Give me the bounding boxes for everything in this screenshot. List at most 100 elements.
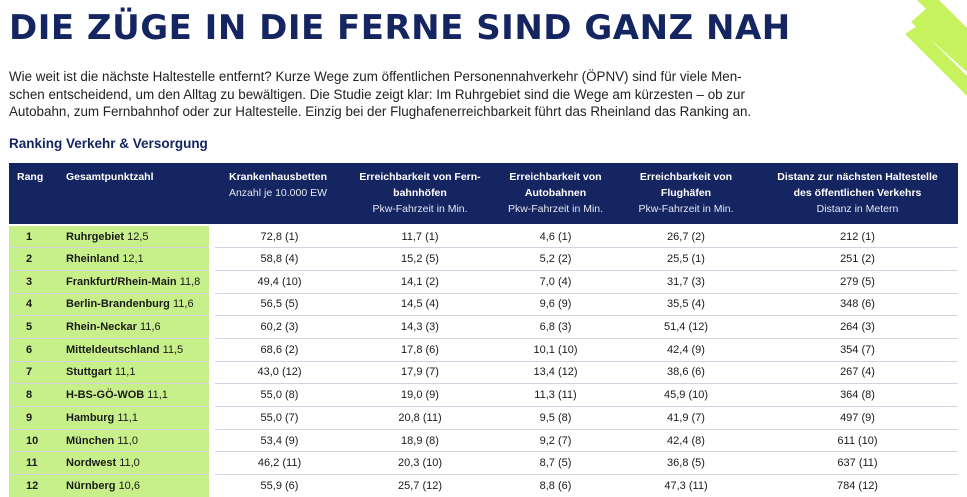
fernbahn-cell: 25,7 (12) bbox=[344, 474, 496, 497]
intro-paragraph: Wie weit ist die nächste Haltestelle ent… bbox=[9, 68, 809, 121]
flughafen-cell: 25,5 (1) bbox=[615, 247, 757, 271]
region-name: Rhein-Neckar bbox=[66, 321, 137, 334]
col-header-flughaefen: Erreichbarkeit von Flughäfen Pkw-Fahrzei… bbox=[615, 163, 757, 225]
ranking-table: Rang Gesamtpunktzahl Krankenhausbetten A… bbox=[9, 163, 958, 497]
autobahn-cell: 4,6 (1) bbox=[496, 224, 615, 249]
rank-cell: 10 bbox=[9, 429, 62, 453]
autobahn-cell: 5,2 (2) bbox=[496, 247, 615, 271]
header-row: Rang Gesamtpunktzahl Krankenhausbetten A… bbox=[9, 163, 958, 225]
region-name: Hamburg bbox=[66, 411, 115, 424]
region-score: 11,1 bbox=[147, 389, 168, 402]
region-cell: Frankfurt/Rhein-Main 11,8 bbox=[62, 270, 215, 294]
col-header-autobahnen: Erreichbarkeit von Autobahnen Pkw-Fahrze… bbox=[496, 163, 615, 225]
region-cell: Berlin-Brandenburg 11,6 bbox=[62, 293, 215, 317]
kranken-cell: 55,0 (7) bbox=[212, 406, 344, 430]
col-kranken-unit: Anzahl je 10.000 EW bbox=[228, 187, 328, 199]
region-score: 11,6 bbox=[139, 321, 161, 334]
col-distanz-unit: Distanz in Metern bbox=[816, 203, 899, 215]
region-name: Frankfurt/Rhein-Main bbox=[66, 275, 177, 288]
flughafen-cell: 38,6 (6) bbox=[615, 361, 757, 385]
table-row: 9 Hamburg 11,1 55,0 (7) 20,8 (11) 9,5 (8) 41,… bbox=[9, 406, 958, 430]
autobahn-cell: 9,5 (8) bbox=[496, 406, 615, 430]
rank-cell: 5 bbox=[9, 315, 62, 339]
col-gesamt-label: Gesamtpunktzahl bbox=[66, 171, 154, 183]
fernbahn-cell: 14,3 (3) bbox=[344, 315, 496, 339]
rank-cell: 3 bbox=[9, 270, 62, 294]
col-distanz-label-2: des öffentlichen Verkehrs bbox=[793, 187, 922, 199]
rank-cell: 9 bbox=[9, 406, 62, 430]
col-flughafen-label-1: Erreichbarkeit von bbox=[639, 171, 733, 183]
distanz-cell: 279 (5) bbox=[757, 270, 958, 294]
distanz-cell: 251 (2) bbox=[757, 247, 958, 271]
intro-line: Wie weit ist die nächste Haltestelle ent… bbox=[9, 69, 742, 84]
region-score: 11,8 bbox=[179, 275, 201, 288]
table-title: Ranking Verkehr & Versorgung bbox=[9, 136, 208, 151]
region-name: Rheinland bbox=[66, 253, 120, 266]
fernbahn-cell: 11,7 (1) bbox=[344, 224, 496, 249]
flughafen-cell: 26,7 (2) bbox=[615, 224, 757, 249]
col-header-fernbahnhoefe: Erreichbarkeit von Fern- bahnhöfen Pkw-F… bbox=[344, 163, 496, 225]
rank-cell: 4 bbox=[9, 293, 62, 317]
col-fernbahn-label-2: bahnhöfen bbox=[393, 187, 447, 199]
kranken-cell: 53,4 (9) bbox=[212, 429, 344, 453]
kranken-cell: 60,2 (3) bbox=[212, 315, 344, 339]
kranken-cell: 56,5 (5) bbox=[212, 293, 344, 317]
col-distanz-label-1: Distanz zur nächsten Haltestelle bbox=[777, 171, 938, 183]
table-header: Rang Gesamtpunktzahl Krankenhausbetten A… bbox=[9, 163, 958, 225]
flughafen-cell: 47,3 (11) bbox=[615, 474, 757, 497]
intro-line: schen entscheidend, um den Alltag zu bew… bbox=[9, 86, 745, 102]
region-cell: Nordwest 11,0 bbox=[62, 451, 215, 476]
fernbahn-cell: 20,3 (10) bbox=[344, 451, 496, 476]
region-cell: München 11,0 bbox=[62, 429, 215, 453]
rank-cell: 1 bbox=[9, 224, 62, 249]
flughafen-cell: 45,9 (10) bbox=[615, 383, 757, 407]
region-cell: Ruhrgebiet 12,5 bbox=[62, 224, 215, 249]
table-row: 12 Nürnberg 10,6 55,9 (6) 25,7 (12) 8,8 (6) 4… bbox=[9, 474, 958, 497]
col-fernbahn-unit: Pkw-Fahrzeit in Min. bbox=[372, 203, 468, 215]
distanz-cell: 611 (10) bbox=[757, 429, 958, 453]
rank-cell: 2 bbox=[9, 247, 62, 271]
distanz-cell: 364 (8) bbox=[757, 383, 958, 407]
intro-line: Autobahn, zum Fernbahnhof oder zur Halte… bbox=[9, 104, 752, 119]
table-row: 10 München 11,0 53,4 (9) 18,9 (8) 9,2 (7) 42,… bbox=[9, 429, 958, 453]
region-cell: Rheinland 12,1 bbox=[62, 247, 215, 271]
flughafen-cell: 31,7 (3) bbox=[615, 270, 757, 294]
autobahn-cell: 8,7 (5) bbox=[496, 451, 615, 476]
table-row: 4 Berlin-Brandenburg 11,6 56,5 (5) 14,5 (4)… bbox=[9, 293, 958, 317]
region-cell: H-BS-GÖ-WOB 11,1 bbox=[62, 383, 215, 407]
distanz-cell: 267 (4) bbox=[757, 361, 958, 385]
stripe-4 bbox=[905, 26, 967, 96]
region-cell: Rhein-Neckar 11,6 bbox=[62, 315, 215, 339]
region-name: Nürnberg bbox=[66, 479, 116, 492]
distanz-cell: 637 (11) bbox=[757, 451, 958, 476]
autobahn-cell: 8,8 (6) bbox=[496, 474, 615, 497]
autobahn-cell: 9,6 (9) bbox=[496, 293, 615, 317]
region-score: 11,0 bbox=[117, 434, 138, 447]
table-row: 5 Rhein-Neckar 11,6 60,2 (3) 14,3 (3) 6,8 (3… bbox=[9, 315, 958, 339]
region-score: 11,5 bbox=[162, 343, 184, 356]
region-name: H-BS-GÖ-WOB bbox=[66, 389, 145, 402]
kranken-cell: 72,8 (1) bbox=[212, 224, 344, 249]
table-row: 6 Mitteldeutschland 11,5 68,6 (2) 17,8 (6) 1… bbox=[9, 338, 958, 362]
kranken-cell: 43,0 (12) bbox=[212, 361, 344, 385]
stripe-3 bbox=[911, 8, 967, 72]
region-score: 11,1 bbox=[114, 366, 136, 379]
table-row: 2 Rheinland 12,1 58,8 (4) 15,2 (5) 5,2 (2) 25… bbox=[9, 247, 958, 271]
fernbahn-cell: 19,0 (9) bbox=[344, 383, 496, 407]
kranken-cell: 58,8 (4) bbox=[212, 247, 344, 271]
region-score: 11,6 bbox=[172, 298, 194, 311]
kranken-cell: 46,2 (11) bbox=[212, 451, 344, 476]
col-autobahn-label-1: Erreichbarkeit von bbox=[509, 171, 602, 183]
rank-cell: 12 bbox=[9, 474, 62, 497]
rank-cell: 11 bbox=[9, 451, 62, 476]
table-row: 3 Frankfurt/Rhein-Main 11,8 49,4 (10) 14,1 … bbox=[9, 270, 958, 294]
autobahn-cell: 10,1 (10) bbox=[496, 338, 615, 362]
region-cell: Stuttgart 11,1 bbox=[62, 361, 215, 385]
region-score: 11,0 bbox=[119, 457, 140, 470]
fernbahn-cell: 14,1 (2) bbox=[344, 270, 496, 294]
stripes-graphic bbox=[905, 0, 967, 96]
col-flughafen-label-2: Flughäfen bbox=[660, 187, 712, 199]
table-row: 11 Nordwest 11,0 46,2 (11) 20,3 (10) 8,7 (5)… bbox=[9, 451, 958, 476]
distanz-cell: 264 (3) bbox=[757, 315, 958, 339]
